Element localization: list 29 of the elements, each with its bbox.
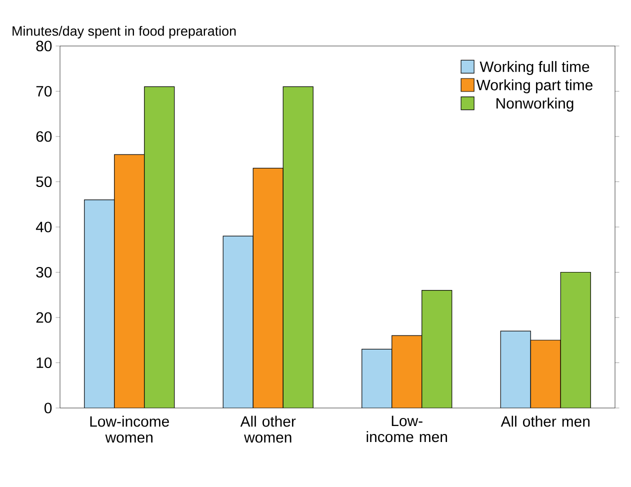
- y-axis-title: Minutes/day spent in food preparation: [12, 26, 236, 38]
- bar: [282, 86, 314, 408]
- y-tick-label: 20: [36, 312, 52, 323]
- bar: [392, 335, 422, 408]
- y-tick-label: 30: [36, 266, 52, 278]
- y-tick-label: 70: [36, 86, 52, 97]
- legend-label: Working part time: [476, 79, 592, 94]
- bar: [422, 290, 452, 408]
- bar: [530, 340, 561, 408]
- y-tick-label: 50: [36, 176, 52, 188]
- y-tick-label: 60: [36, 131, 52, 142]
- legend-label: Nonworking: [496, 98, 574, 112]
- y-tick-label: 80: [36, 40, 52, 52]
- legend-label: Working full time: [480, 61, 590, 75]
- bar: [560, 272, 591, 408]
- bar: [362, 348, 392, 408]
- x-tick-label: Low-income men: [366, 416, 448, 442]
- bar: [84, 200, 115, 408]
- bar: [500, 330, 531, 408]
- x-tick-label: Low-income women: [90, 416, 169, 443]
- x-tick-label: All other women: [240, 416, 296, 443]
- bar: [114, 154, 145, 408]
- y-tick-label: 40: [36, 222, 52, 232]
- y-tick-label: 0: [44, 402, 52, 414]
- x-tick-label: All other men: [500, 416, 590, 427]
- bar: [222, 236, 254, 408]
- y-tick-label: 10: [36, 357, 52, 368]
- bar: [252, 168, 284, 408]
- bar: [144, 86, 175, 408]
